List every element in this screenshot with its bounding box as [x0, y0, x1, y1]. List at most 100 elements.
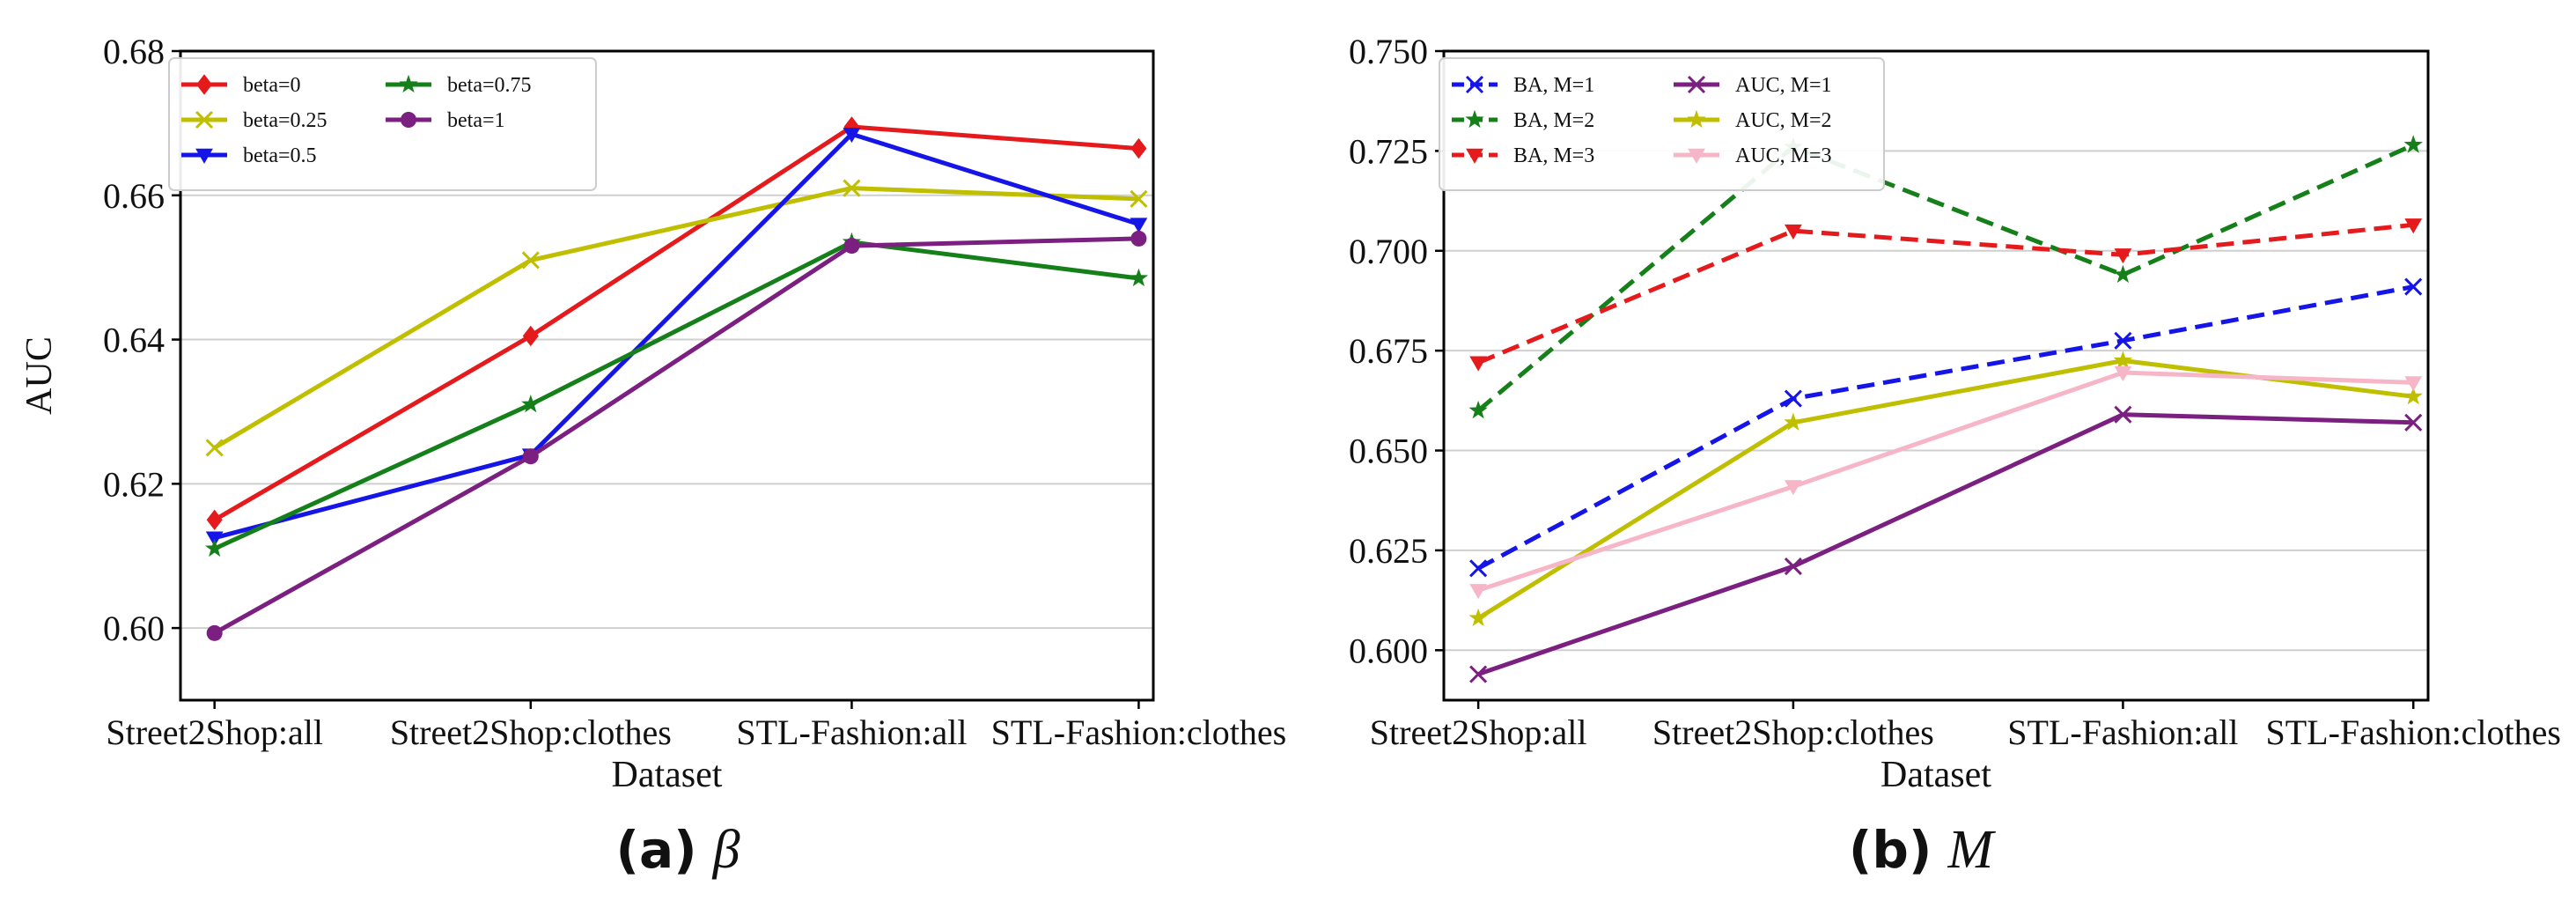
- panel-caption-letter: (a): [615, 820, 696, 880]
- panel-caption: (b) M: [1849, 820, 1997, 880]
- series-auc-m-3: [1469, 365, 2423, 600]
- point-beta-0-5-2: [843, 127, 861, 144]
- point-auc-m-1-1: [1784, 557, 1802, 576]
- panel-caption-symbol: β: [712, 820, 740, 880]
- point-beta-0-75-0: [205, 538, 224, 557]
- point-beta-0-75-3: [1129, 268, 1149, 287]
- legend-box: [1439, 57, 1885, 191]
- legend-label: AUC, M=3: [1735, 144, 1832, 167]
- point-beta-0-25-3-b: [1130, 189, 1148, 208]
- legend-label: BA, M=2: [1513, 109, 1594, 132]
- series-line-beta-0-5: [214, 131, 1140, 541]
- legend-item-ba-m-1: BA, M=1: [1452, 74, 1594, 97]
- legend-swatch-marker: [1465, 75, 1484, 94]
- legend-swatch-marker: [1687, 109, 1706, 129]
- point-beta-0-75-1: [521, 395, 541, 413]
- point-beta-0-25-1: [521, 251, 540, 269]
- legend-item-ba-m-2: BA, M=2: [1452, 109, 1594, 132]
- point-beta-0-1: [522, 325, 539, 347]
- point-ba-m-3-1: [1784, 224, 1802, 240]
- point-auc-m-2-1: [1784, 412, 1803, 431]
- point-ba-m-1-3: [2404, 277, 2423, 296]
- series-beta-0-25: [205, 179, 1148, 457]
- legend-swatch-marker: [195, 148, 213, 164]
- y-tick-label: 0.62: [103, 464, 165, 504]
- y-tick-label: 0.68: [103, 32, 165, 71]
- x-tick-label: Street2Shop:clothes: [390, 712, 672, 752]
- point-ba-m-1-3-b: [2404, 277, 2423, 296]
- series-ba-m-1: [1469, 277, 2423, 578]
- y-tick-label: 0.650: [1349, 432, 1428, 471]
- series-auc-m-1: [1469, 405, 2423, 683]
- legend-swatch-marker: [1465, 109, 1484, 129]
- point-ba-m-1-1: [1784, 389, 1802, 408]
- point-auc-m-1-2-b: [2114, 405, 2132, 424]
- point-ba-m-1-1-b: [1784, 389, 1802, 408]
- point-ba-m-2-2: [2113, 264, 2133, 284]
- legend-swatch-marker: [1688, 148, 1705, 164]
- series-line-ba-m-3: [1477, 222, 2414, 365]
- point-auc-m-3-1: [1784, 480, 1802, 496]
- y-axis-label: AUC: [19, 336, 60, 415]
- y-tick-label: 0.675: [1349, 331, 1428, 371]
- y-tick-label: 0.600: [1349, 631, 1428, 670]
- point-beta-0-2: [843, 116, 860, 137]
- point-ba-m-2-3: [2403, 135, 2423, 153]
- legend-label: AUC, M=2: [1735, 109, 1832, 132]
- point-auc-m-1-3-b: [2404, 413, 2423, 432]
- y-tick-label: 0.625: [1349, 531, 1428, 571]
- x-axis-label: Dataset: [612, 755, 723, 795]
- legend-item-beta-0-5: beta=0.5: [181, 144, 317, 167]
- series-line-ba-m-2: [1476, 143, 2415, 413]
- point-auc-m-3-2: [2114, 365, 2132, 381]
- legend-item-auc-m-3: AUC, M=3: [1674, 144, 1832, 167]
- series-line-beta-0-25: [213, 186, 1139, 450]
- point-beta-1-2: [843, 238, 860, 255]
- point-ba-m-2-0: [1468, 400, 1488, 419]
- series-line-auc-m-3: [1477, 370, 2414, 593]
- series-ba-m-3: [1469, 218, 2423, 372]
- point-ba-m-1-0: [1469, 559, 1488, 578]
- legend-item-auc-m-2: AUC, M=2: [1674, 109, 1832, 132]
- legend-swatch-marker-b: [1687, 75, 1706, 94]
- legend: BA, M=1 BA, M=2 BA, M=3 AUC, M=1 AUC, M=2 AUC…: [1439, 57, 1885, 191]
- legend-swatch-marker-b: [195, 110, 214, 129]
- x-tick-label: Street2Shop:all: [1370, 712, 1587, 752]
- point-beta-0-25-3: [1130, 189, 1148, 208]
- series-line-beta-1: [213, 236, 1139, 635]
- series-beta-0: [206, 116, 1147, 530]
- legend-item-beta-0: beta=0: [181, 74, 301, 97]
- legend-swatch-marker: [401, 112, 416, 128]
- point-auc-m-2-0: [1468, 608, 1488, 627]
- point-auc-m-3-3: [2404, 376, 2423, 392]
- y-tick-label: 0.60: [103, 609, 165, 648]
- y-tick-label: 0.725: [1349, 131, 1428, 171]
- legend-label: beta=0.75: [447, 74, 532, 97]
- point-ba-m-1-2: [2114, 331, 2132, 350]
- panel-caption: (a) β: [615, 820, 740, 880]
- legend-swatch-marker-b: [1465, 75, 1484, 94]
- x-tick-label: STL-Fashion:all: [736, 712, 967, 752]
- point-beta-1-1: [522, 448, 539, 465]
- point-auc-m-1-3: [2404, 413, 2423, 432]
- x-axis-label: Dataset: [1880, 755, 1991, 795]
- legend: beta=0 beta=0.25 beta=0.5 beta=0.75 beta=1: [168, 57, 597, 191]
- panel-caption-symbol: M: [1947, 820, 1996, 880]
- point-auc-m-1-2: [2114, 405, 2132, 424]
- point-ba-m-3-0: [1469, 356, 1488, 372]
- legend-item-auc-m-1: AUC, M=1: [1674, 74, 1832, 97]
- legend-item-ba-m-3: BA, M=3: [1452, 144, 1594, 167]
- point-auc-m-3-0: [1469, 584, 1488, 600]
- point-auc-m-1-0-b: [1469, 665, 1488, 683]
- y-tick-label: 0.64: [103, 321, 165, 360]
- legend-label: beta=1: [447, 109, 505, 132]
- legend-swatch-marker: [1687, 75, 1706, 94]
- x-tick-label: STL-Fashion:clothes: [2265, 712, 2561, 752]
- series-line-beta-0: [213, 124, 1139, 522]
- point-auc-m-1-1-b: [1784, 557, 1802, 576]
- legend-label: beta=0.25: [243, 109, 328, 132]
- point-beta-0-25-2-b: [843, 179, 861, 197]
- point-beta-0-0: [206, 509, 223, 530]
- legend-label: AUC, M=1: [1735, 74, 1832, 97]
- legend-box: [168, 57, 597, 191]
